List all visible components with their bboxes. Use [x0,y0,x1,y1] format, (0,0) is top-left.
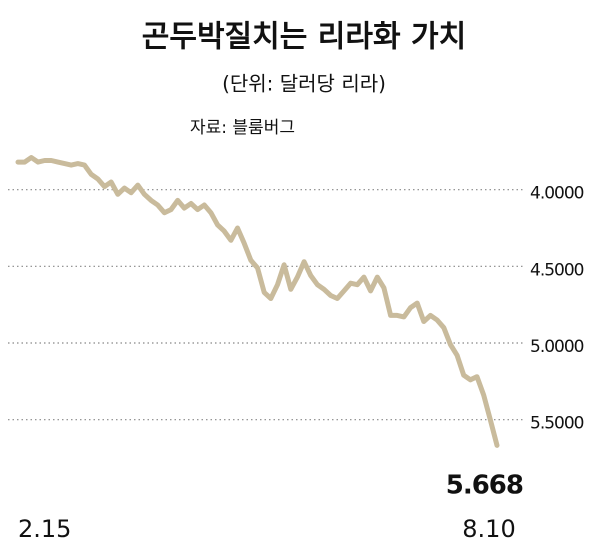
chart-subtitle: (단위: 달러당 리라) [222,72,386,96]
value-label: 5.668 [446,471,523,501]
x-tick-label: 8.10 [462,515,515,543]
chart-title: 곤두박질치는 리라화 가치 [142,20,467,55]
y-tick-label: 4.0000 [530,184,584,204]
x-tick-label: 2.15 [18,515,71,543]
y-tick-label: 5.0000 [530,337,584,357]
source: 자료: 블룸버그 [190,118,295,138]
y-tick-label: 4.5000 [530,260,584,280]
line [15,155,500,448]
y-tick-label: 5.5000 [530,414,584,434]
